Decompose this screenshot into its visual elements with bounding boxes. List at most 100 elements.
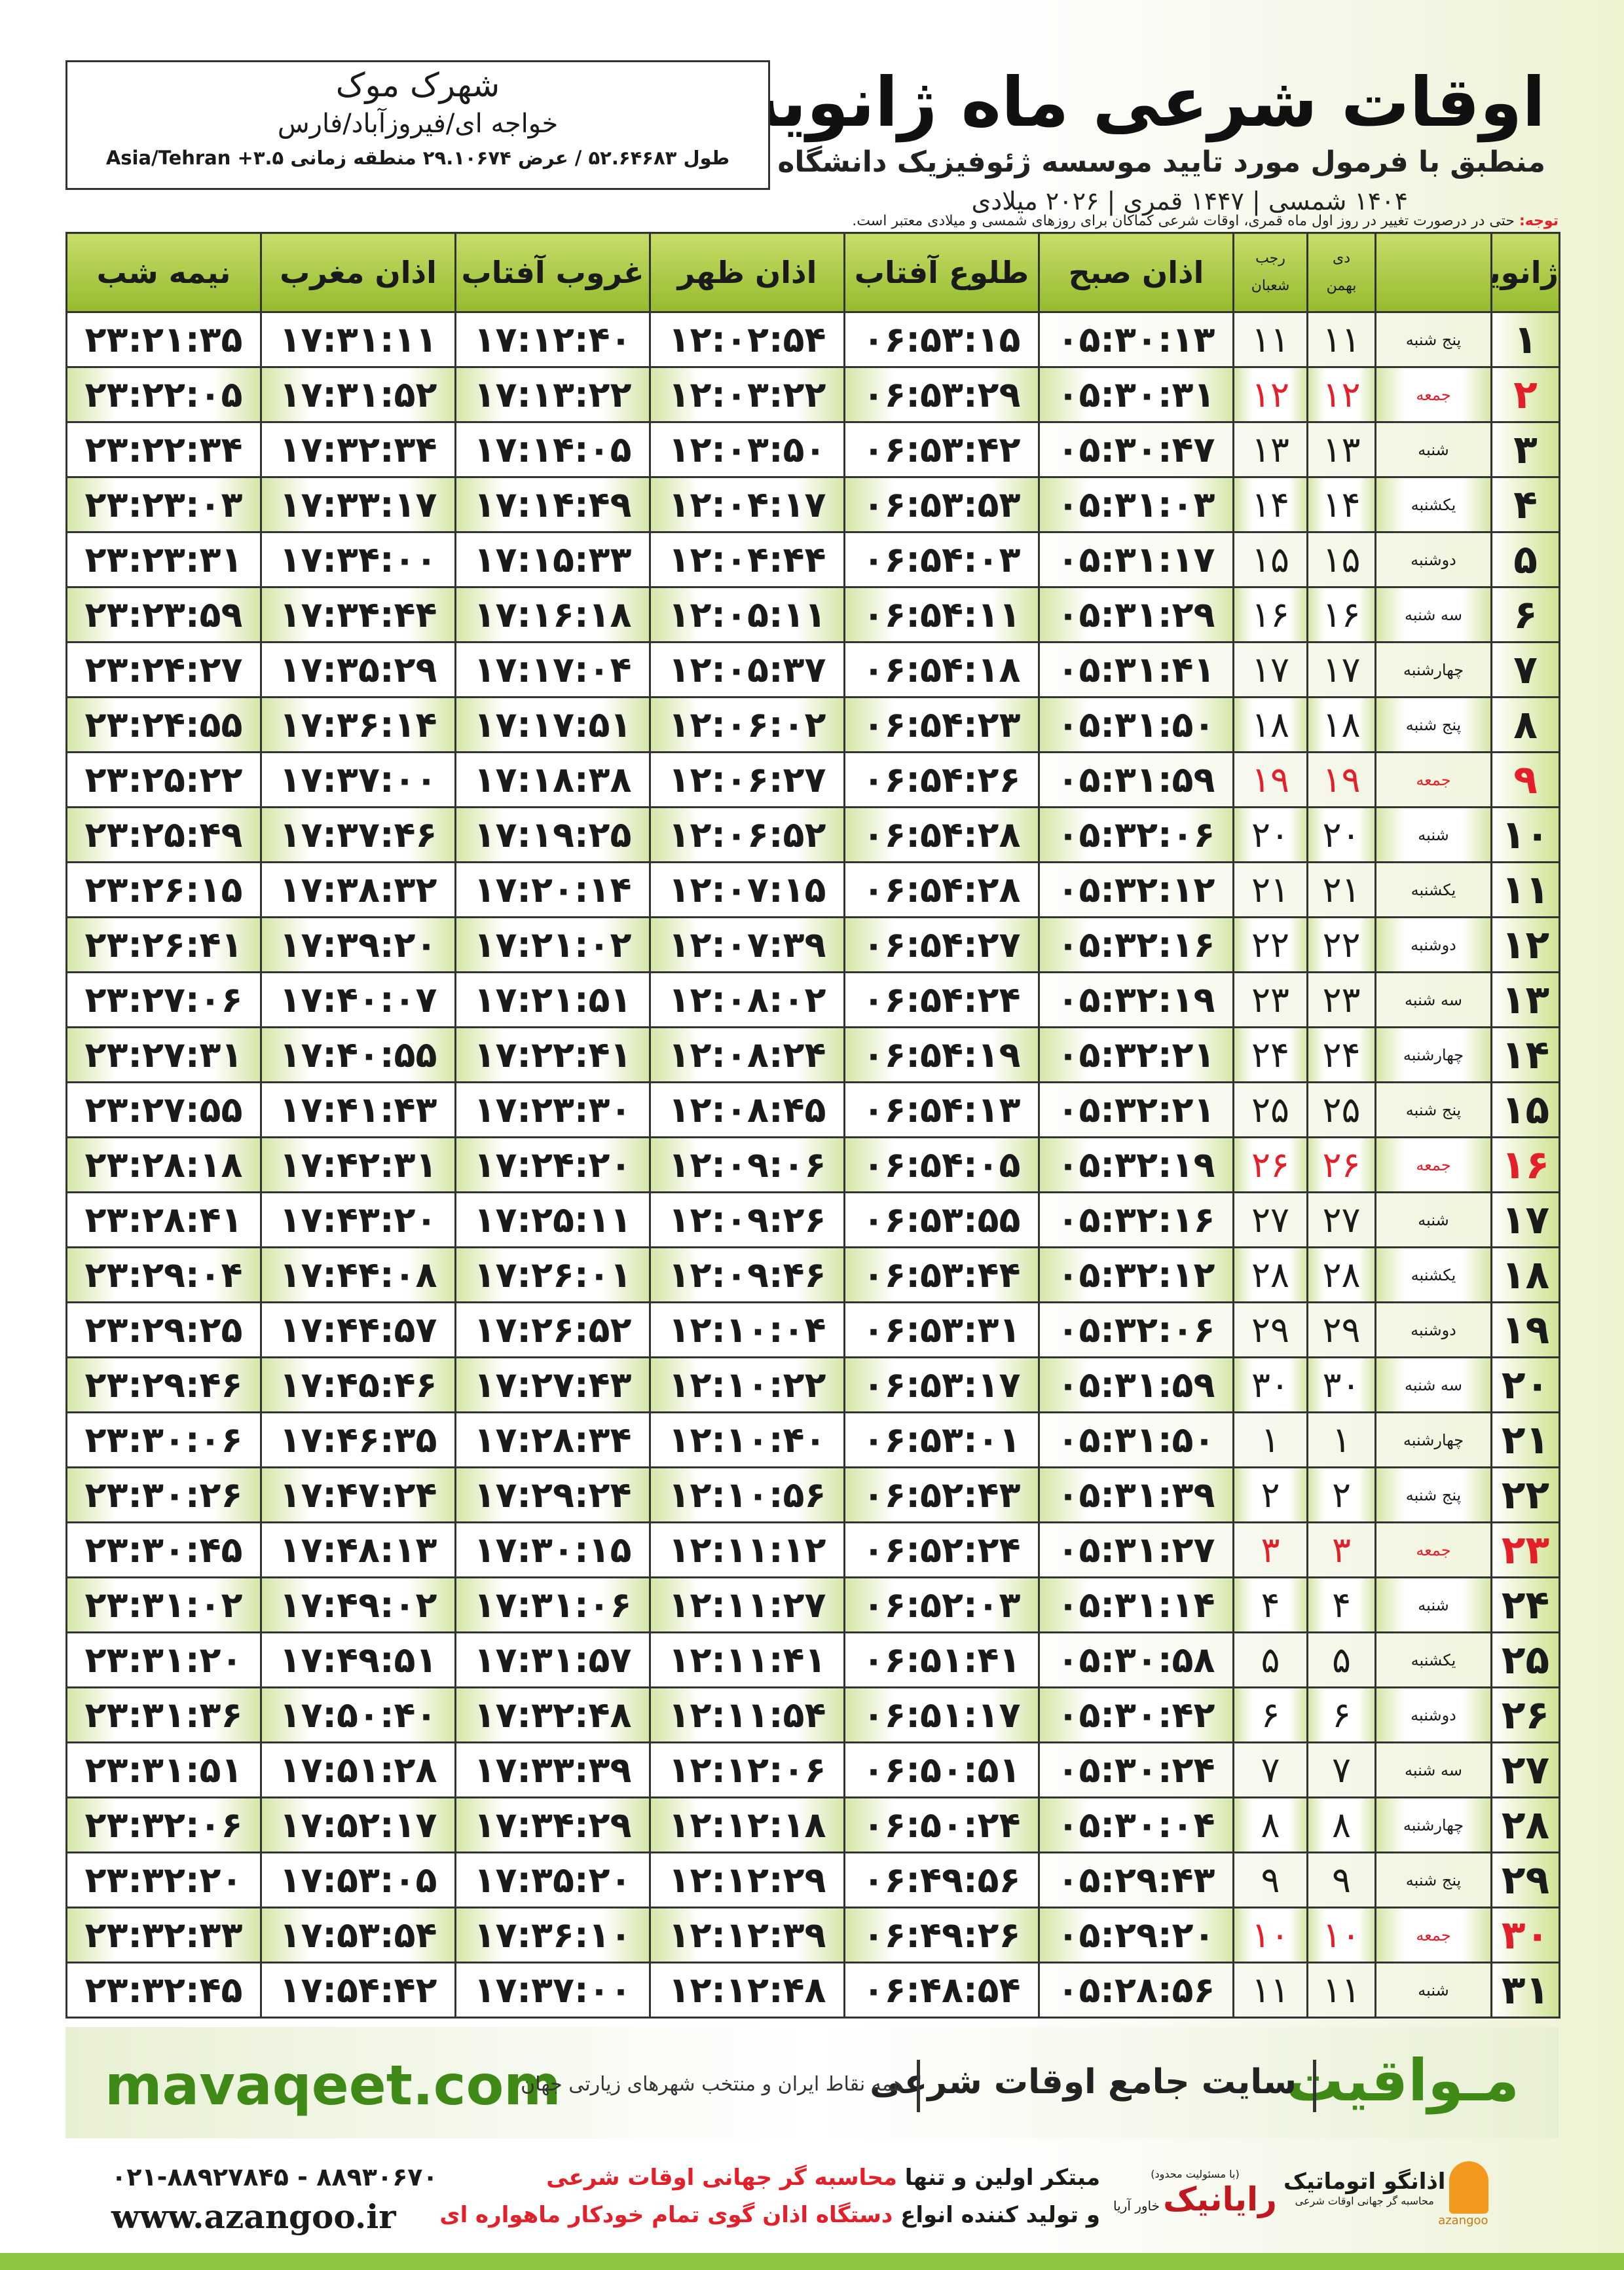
cell: ۰۵:۳۱:۵۹ (1038, 1356, 1234, 1413)
cell: ۱۲:۱۲:۳۹ (649, 1907, 845, 1963)
cell: ۰۵:۳۱:۰۳ (1038, 476, 1234, 533)
cell: ۱۲:۰۹:۴۶ (649, 1246, 845, 1303)
cell: ۱۸ (1306, 696, 1376, 753)
cell: ۱۷:۳۲:۴۸ (454, 1686, 651, 1743)
row: ۳ شنبه ۱۳ ۱۳ ۰۵:۳۰:۴۷ ۰۶:۵۳:۴۲ ۱۲:۰۳:۵۰ ۱۷:۱۴:۰… (65, 421, 1560, 478)
cell: ۰۶:۵۴:۲۷ (843, 916, 1040, 973)
cell: ۱۷ (1306, 641, 1376, 698)
row: ۳۱ شنبه ۱۱ ۱۱ ۰۵:۲۸:۵۶ ۰۶:۴۸:۵۴ ۱۲:۱۲:۴۸ ۱۷:۳۷:… (65, 1962, 1560, 2019)
cell: شنبه (1375, 421, 1492, 478)
cell: ۰۶:۵۴:۲۸ (843, 861, 1040, 918)
row: ۸ پنج شنبه ۱۸ ۱۸ ۰۵:۳۱:۵۰ ۰۶:۵۴:۲۳ ۱۲:۰۶:۰۲ ۱۷:… (65, 696, 1560, 753)
cell: ۲۱ (1232, 861, 1308, 918)
cell: ۰۶:۵۴:۲۶ (843, 751, 1040, 808)
cell: ۲۳:۳۰:۰۶ (65, 1411, 262, 1468)
cell: ۰۶:۵۲:۰۳ (843, 1576, 1040, 1633)
cell: ۲۹ (1232, 1301, 1308, 1358)
cell: ۱۲:۰۳:۵۰ (649, 421, 845, 478)
cell: ۲۳:۳۲:۲۰ (65, 1851, 262, 1908)
cell: ۱۲:۰۷:۱۵ (649, 861, 845, 918)
cell: ۱۷:۳۲:۳۴ (260, 421, 456, 478)
cell: پنج شنبه (1375, 1466, 1492, 1523)
cell: ۲۳:۲۸:۱۸ (65, 1136, 262, 1193)
cell: ۱۵ (1490, 1081, 1560, 1138)
cell: ۱۷:۵۰:۴۰ (260, 1686, 456, 1743)
cell: ۱۷:۴۴:۰۸ (260, 1246, 456, 1303)
cell: جمعه (1375, 366, 1492, 423)
cell: ۲۲ (1306, 916, 1376, 973)
cell: ۱۶ (1232, 586, 1308, 643)
cell: ۰۵:۳۰:۴۲ (1038, 1686, 1234, 1743)
cell: ۱۷:۴۵:۴۶ (260, 1356, 456, 1413)
cell: ۱۸ (1490, 1246, 1560, 1303)
cell: ۲۷ (1490, 1741, 1560, 1798)
cell: ۰۵:۳۱:۵۹ (1038, 751, 1234, 808)
cell: ۱۱ (1232, 311, 1308, 368)
cell: ۲۳ (1232, 971, 1308, 1028)
row: ۱ پنج شنبه ۱۱ ۱۱ ۰۵:۳۰:۱۳ ۰۶:۵۳:۱۵ ۱۲:۰۲:۵۴ ۱۷:… (65, 311, 1560, 368)
cell: ۱۲:۱۱:۲۷ (649, 1576, 845, 1633)
cell: ۰۶:۵۳:۱۷ (843, 1356, 1040, 1413)
cell: ۱۷:۴۱:۴۳ (260, 1081, 456, 1138)
cell: ۰۶:۵۴:۲۳ (843, 696, 1040, 753)
column-header-part: رجب (1255, 250, 1285, 267)
cell: ۱۷:۴۷:۲۴ (260, 1466, 456, 1523)
cell: ۲۳:۲۲:۰۵ (65, 366, 262, 423)
cell: ۱۹ (1306, 751, 1376, 808)
cell: ۲۳:۲۸:۴۱ (65, 1191, 262, 1248)
column-header: اذان ظهر (649, 232, 845, 313)
cell: ۱۲:۱۰:۰۴ (649, 1301, 845, 1358)
cell: ۱۷:۲۶:۰۱ (454, 1246, 651, 1303)
cell: ۰۶:۴۸:۵۴ (843, 1962, 1040, 2019)
cell: ۱۲:۰۷:۳۹ (649, 916, 845, 973)
cell: ۵ (1490, 531, 1560, 588)
cell: ۱۲ (1490, 916, 1560, 973)
cell: ۰۵:۳۱:۱۷ (1038, 531, 1234, 588)
cell: ۲۱ (1490, 1411, 1560, 1468)
cell: ۰۵:۳۰:۳۱ (1038, 366, 1234, 423)
web: www.azangoo.ir (111, 2197, 396, 2236)
cell: ۱۶ (1490, 1136, 1560, 1193)
cell: ۱۷:۲۰:۱۴ (454, 861, 651, 918)
cell: ۲۲ (1490, 1466, 1560, 1523)
row: ۱۵ پنج شنبه ۲۵ ۲۵ ۰۵:۳۲:۲۱ ۰۶:۵۴:۱۳ ۱۲:۰۸:۴۵ ۱۷… (65, 1081, 1560, 1138)
cell: ۰۵:۳۱:۲۷ (1038, 1521, 1234, 1578)
cell: ۱۱ (1306, 311, 1376, 368)
cell: ۲ (1232, 1466, 1308, 1523)
cell: ۱۷:۳۹:۲۰ (260, 916, 456, 973)
row: ۱۸ یکشنبه ۲۸ ۲۸ ۰۵:۳۲:۱۲ ۰۶:۵۳:۴۴ ۱۲:۰۹:۴۶ ۱۷:۲… (65, 1246, 1560, 1303)
cell: ۱۷:۳۷:۴۶ (260, 806, 456, 863)
row: ۱۱ یکشنبه ۲۱ ۲۱ ۰۵:۳۲:۱۲ ۰۶:۵۴:۲۸ ۱۲:۰۷:۱۵ ۱۷:۲… (65, 861, 1560, 918)
cell: سه شنبه (1375, 586, 1492, 643)
row: ۲۵ یکشنبه ۵ ۵ ۰۵:۳۰:۵۸ ۰۶:۵۱:۴۱ ۱۲:۱۱:۴۱ ۱۷:۳۱:… (65, 1631, 1560, 1688)
cell: ۱۷:۱۹:۲۵ (454, 806, 651, 863)
row: ۷ چهارشنبه ۱۷ ۱۷ ۰۵:۳۱:۴۱ ۰۶:۵۴:۱۸ ۱۲:۰۵:۳۷ ۱۷:… (65, 641, 1560, 698)
cell: ۲۴ (1306, 1026, 1376, 1083)
cell: ۲۳:۲۴:۵۵ (65, 696, 262, 753)
cell: ۲ (1306, 1466, 1376, 1523)
phones: ۰۲۱-۸۸۹۲۷۸۴۵ - ۸۸۹۳۰۶۷۰ (111, 2163, 438, 2191)
cell: ۱۲:۰۴:۴۴ (649, 531, 845, 588)
cell: ۹ (1306, 1851, 1376, 1908)
cell: ۲۴ (1232, 1026, 1308, 1083)
cell: ۶ (1306, 1686, 1376, 1743)
cell: ۱۷:۳۴:۰۰ (260, 531, 456, 588)
cell: ۱۲:۰۲:۵۴ (649, 311, 845, 368)
cell: دوشنبه (1375, 1301, 1492, 1358)
cell: ۲۰ (1490, 1356, 1560, 1413)
cell: ۰۶:۵۴:۲۴ (843, 971, 1040, 1028)
text: محاسبه گر جهانی اوقات شرعی (546, 2165, 897, 2191)
cell: ۱۵ (1306, 531, 1376, 588)
cell: ۱۲:۰۴:۱۷ (649, 476, 845, 533)
cell: ۱۰ (1232, 1907, 1308, 1963)
cell: ۲۸ (1306, 1246, 1376, 1303)
cell: ۱۷:۲۴:۲۰ (454, 1136, 651, 1193)
cell: ۱۷:۳۷:۰۰ (260, 751, 456, 808)
cell: ۲۳:۳۱:۲۰ (65, 1631, 262, 1688)
region: خواجه ای/فیروزآباد/فارس (277, 109, 559, 139)
cell: ۲۳:۲۴:۲۷ (65, 641, 262, 698)
cell: ۱۷:۳۱:۵۷ (454, 1631, 651, 1688)
cell: ۰۵:۳۲:۱۹ (1038, 1136, 1234, 1193)
cell: سه شنبه (1375, 1356, 1492, 1413)
